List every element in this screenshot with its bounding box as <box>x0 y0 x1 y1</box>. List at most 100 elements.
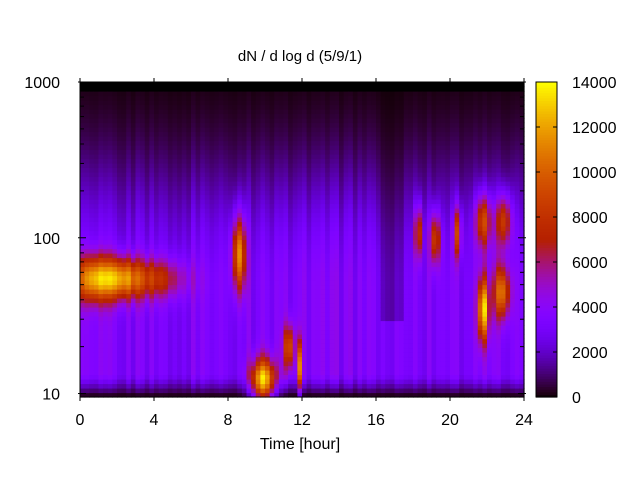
heatmap-cell <box>89 352 95 358</box>
heatmap-cell <box>223 194 229 200</box>
heatmap-cell <box>126 266 132 272</box>
heatmap-cell <box>283 370 289 376</box>
heatmap-cell <box>306 316 312 322</box>
heatmap-cell <box>251 212 257 218</box>
heatmap-cell <box>144 163 150 169</box>
heatmap-cell <box>163 325 169 331</box>
heatmap-cell <box>403 217 409 223</box>
heatmap-cell <box>149 293 155 299</box>
heatmap-cell <box>181 154 187 160</box>
heatmap-cell <box>167 347 174 353</box>
heatmap-cell <box>251 284 257 290</box>
heatmap-cell <box>278 185 285 191</box>
heatmap-cell <box>140 181 146 187</box>
heatmap-cell <box>144 136 150 142</box>
heatmap-cell <box>232 167 238 173</box>
heatmap-cell <box>260 172 266 178</box>
heatmap-cell <box>403 199 409 205</box>
heatmap-cell <box>154 118 160 124</box>
heatmap-cell <box>172 100 178 106</box>
heatmap-cell <box>80 253 86 259</box>
heatmap-cell <box>329 266 335 272</box>
heatmap-cell <box>255 374 261 380</box>
heatmap-cell <box>84 167 90 173</box>
heatmap-cell <box>320 365 326 371</box>
heatmap-cell <box>389 109 396 115</box>
heatmap-cell <box>292 329 298 335</box>
heatmap-cell <box>223 176 229 182</box>
heatmap-cell <box>204 208 211 214</box>
heatmap-cell <box>191 383 197 389</box>
heatmap-cell <box>394 374 400 380</box>
heatmap-cell <box>181 374 187 380</box>
heatmap-cell <box>214 190 220 196</box>
heatmap-cell <box>218 181 224 187</box>
heatmap-cell <box>89 325 95 331</box>
heatmap-cell <box>172 244 178 250</box>
heatmap-cell <box>214 329 220 335</box>
heatmap-cell <box>265 374 271 380</box>
heatmap-cell <box>357 352 363 358</box>
heatmap-cell <box>167 176 174 182</box>
heatmap-cell <box>241 248 248 254</box>
heatmap-cell <box>93 307 100 313</box>
heatmap-cell <box>389 86 396 92</box>
heatmap-cell <box>399 100 405 106</box>
heatmap-cell <box>399 194 405 200</box>
heatmap-cell <box>103 307 109 313</box>
heatmap-cell <box>311 361 317 367</box>
heatmap-cell <box>121 82 127 88</box>
heatmap-cell <box>394 95 400 101</box>
heatmap-cell <box>186 280 192 286</box>
heatmap-cell <box>265 289 271 295</box>
heatmap-cell <box>167 113 174 119</box>
heatmap-cell <box>214 86 220 92</box>
heatmap-cell <box>163 392 169 398</box>
heatmap-cell <box>297 253 303 259</box>
heatmap-cell <box>380 343 386 349</box>
heatmap-cell <box>302 181 308 187</box>
heatmap-cell <box>385 109 391 115</box>
heatmap-cell <box>135 140 141 146</box>
heatmap-cell <box>237 131 243 137</box>
heatmap-cell <box>278 383 285 389</box>
heatmap-cell <box>214 248 220 254</box>
heatmap-cell <box>144 86 150 92</box>
heatmap-cell <box>181 221 187 227</box>
heatmap-cell <box>223 208 229 214</box>
heatmap-cell <box>306 86 312 92</box>
heatmap-cell <box>357 320 363 326</box>
heatmap-cell <box>352 199 359 205</box>
heatmap-cell <box>251 122 257 128</box>
heatmap-cell <box>399 91 405 97</box>
heatmap-cell <box>357 370 363 376</box>
heatmap-cell <box>195 383 201 389</box>
heatmap-cell <box>186 248 192 254</box>
heatmap-cell <box>158 356 164 362</box>
heatmap-cell <box>204 158 211 164</box>
heatmap-cell <box>278 100 285 106</box>
heatmap-cell <box>288 154 294 160</box>
heatmap-cell <box>394 122 400 128</box>
heatmap-cell <box>228 334 234 340</box>
heatmap-cell <box>228 163 234 169</box>
heatmap-cell <box>200 158 206 164</box>
heatmap-cell <box>117 311 123 317</box>
heatmap-cell <box>362 154 368 160</box>
heatmap-cell <box>214 176 220 182</box>
heatmap-cell <box>283 131 289 137</box>
heatmap-cell <box>325 149 331 155</box>
heatmap-cell <box>334 383 340 389</box>
heatmap-cell <box>385 379 391 385</box>
heatmap-cell <box>181 136 187 142</box>
heatmap-cell <box>366 343 372 349</box>
heatmap-cell <box>311 329 317 335</box>
heatmap-cell <box>117 199 123 205</box>
heatmap-cell <box>278 311 285 317</box>
heatmap-cell <box>288 347 294 353</box>
heatmap-cell <box>311 158 317 164</box>
heatmap-cell <box>237 199 243 205</box>
heatmap-cell <box>232 140 238 146</box>
heatmap-cell <box>315 203 322 209</box>
heatmap-cell <box>177 370 183 376</box>
